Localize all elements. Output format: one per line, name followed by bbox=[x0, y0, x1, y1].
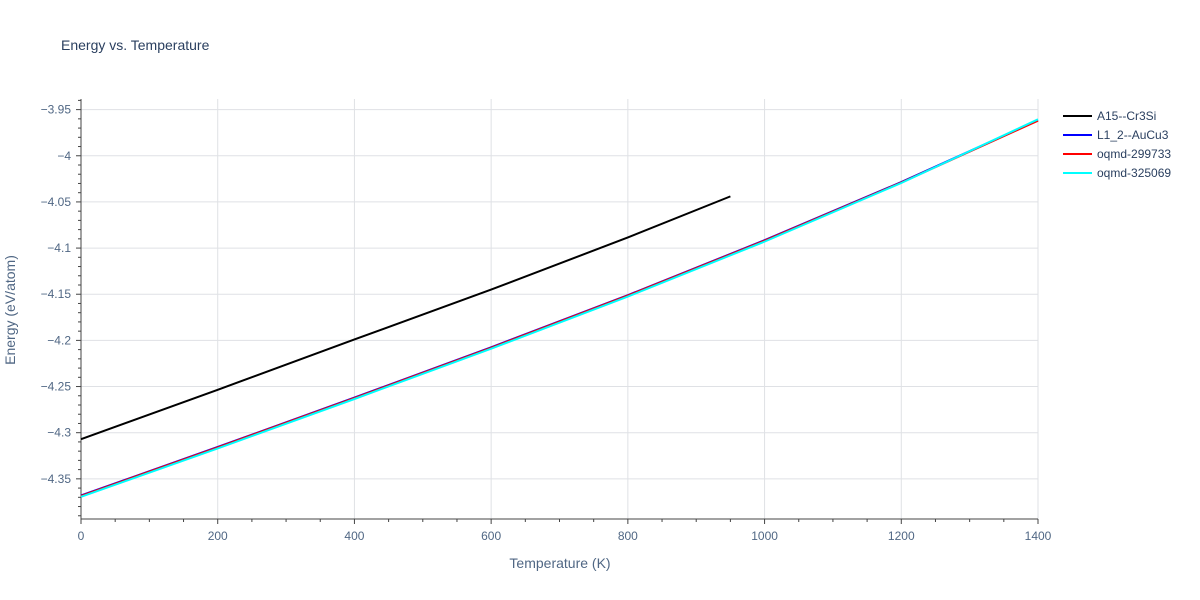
series-line-oqmd-325069[interactable] bbox=[80, 118, 1039, 498]
legend-label: L1_2--AuCu3 bbox=[1097, 128, 1169, 142]
x-tick-label: 1000 bbox=[751, 529, 778, 543]
x-tick-label: 400 bbox=[344, 529, 364, 543]
legend-label: oqmd-299733 bbox=[1097, 147, 1171, 161]
y-tick-label: −4.1 bbox=[47, 241, 71, 255]
chart-title: Energy vs. Temperature bbox=[61, 37, 210, 53]
legend-item-L1_2--AuCu3[interactable]: L1_2--AuCu3 bbox=[1063, 128, 1169, 142]
x-tick-label: 800 bbox=[618, 529, 638, 543]
x-tick-label: 1200 bbox=[888, 529, 915, 543]
y-tick-label: −4.05 bbox=[41, 195, 72, 209]
y-tick-label: −4.2 bbox=[47, 333, 71, 347]
legend-item-oqmd-299733[interactable]: oqmd-299733 bbox=[1063, 147, 1171, 161]
y-tick-label: −4 bbox=[57, 149, 71, 163]
x-tick-label: 200 bbox=[208, 529, 228, 543]
y-tick-label: −3.95 bbox=[41, 103, 72, 117]
legend-label: oqmd-325069 bbox=[1097, 166, 1171, 180]
x-axis-title: Temperature (K) bbox=[509, 555, 610, 571]
legend-item-A15--Cr3Si[interactable]: A15--Cr3Si bbox=[1063, 109, 1156, 123]
legend-label: A15--Cr3Si bbox=[1097, 109, 1156, 123]
y-axis-title: Energy (eV/atom) bbox=[2, 255, 18, 365]
y-tick-label: −4.3 bbox=[47, 426, 71, 440]
series-layer[interactable] bbox=[80, 118, 1039, 498]
legend[interactable]: A15--Cr3Si L1_2--AuCu3 oqmd-299733 oqmd-325… bbox=[1063, 109, 1171, 180]
axis-layer: 0 200 400 600 800 1000 1200 1400 −4.35 −4.3 −4.25 −… bbox=[41, 99, 1052, 543]
grid-layer bbox=[81, 99, 1039, 519]
legend-item-oqmd-325069[interactable]: oqmd-325069 bbox=[1063, 166, 1171, 180]
x-tick-label: 0 bbox=[78, 529, 85, 543]
y-tick-label: −4.25 bbox=[41, 380, 72, 394]
y-tick-label: −4.15 bbox=[41, 287, 72, 301]
y-tick-label: −4.35 bbox=[41, 472, 72, 486]
x-tick-label: 1400 bbox=[1025, 529, 1052, 543]
series-line-A15--Cr3Si[interactable] bbox=[80, 195, 731, 441]
x-tick-label: 600 bbox=[481, 529, 501, 543]
